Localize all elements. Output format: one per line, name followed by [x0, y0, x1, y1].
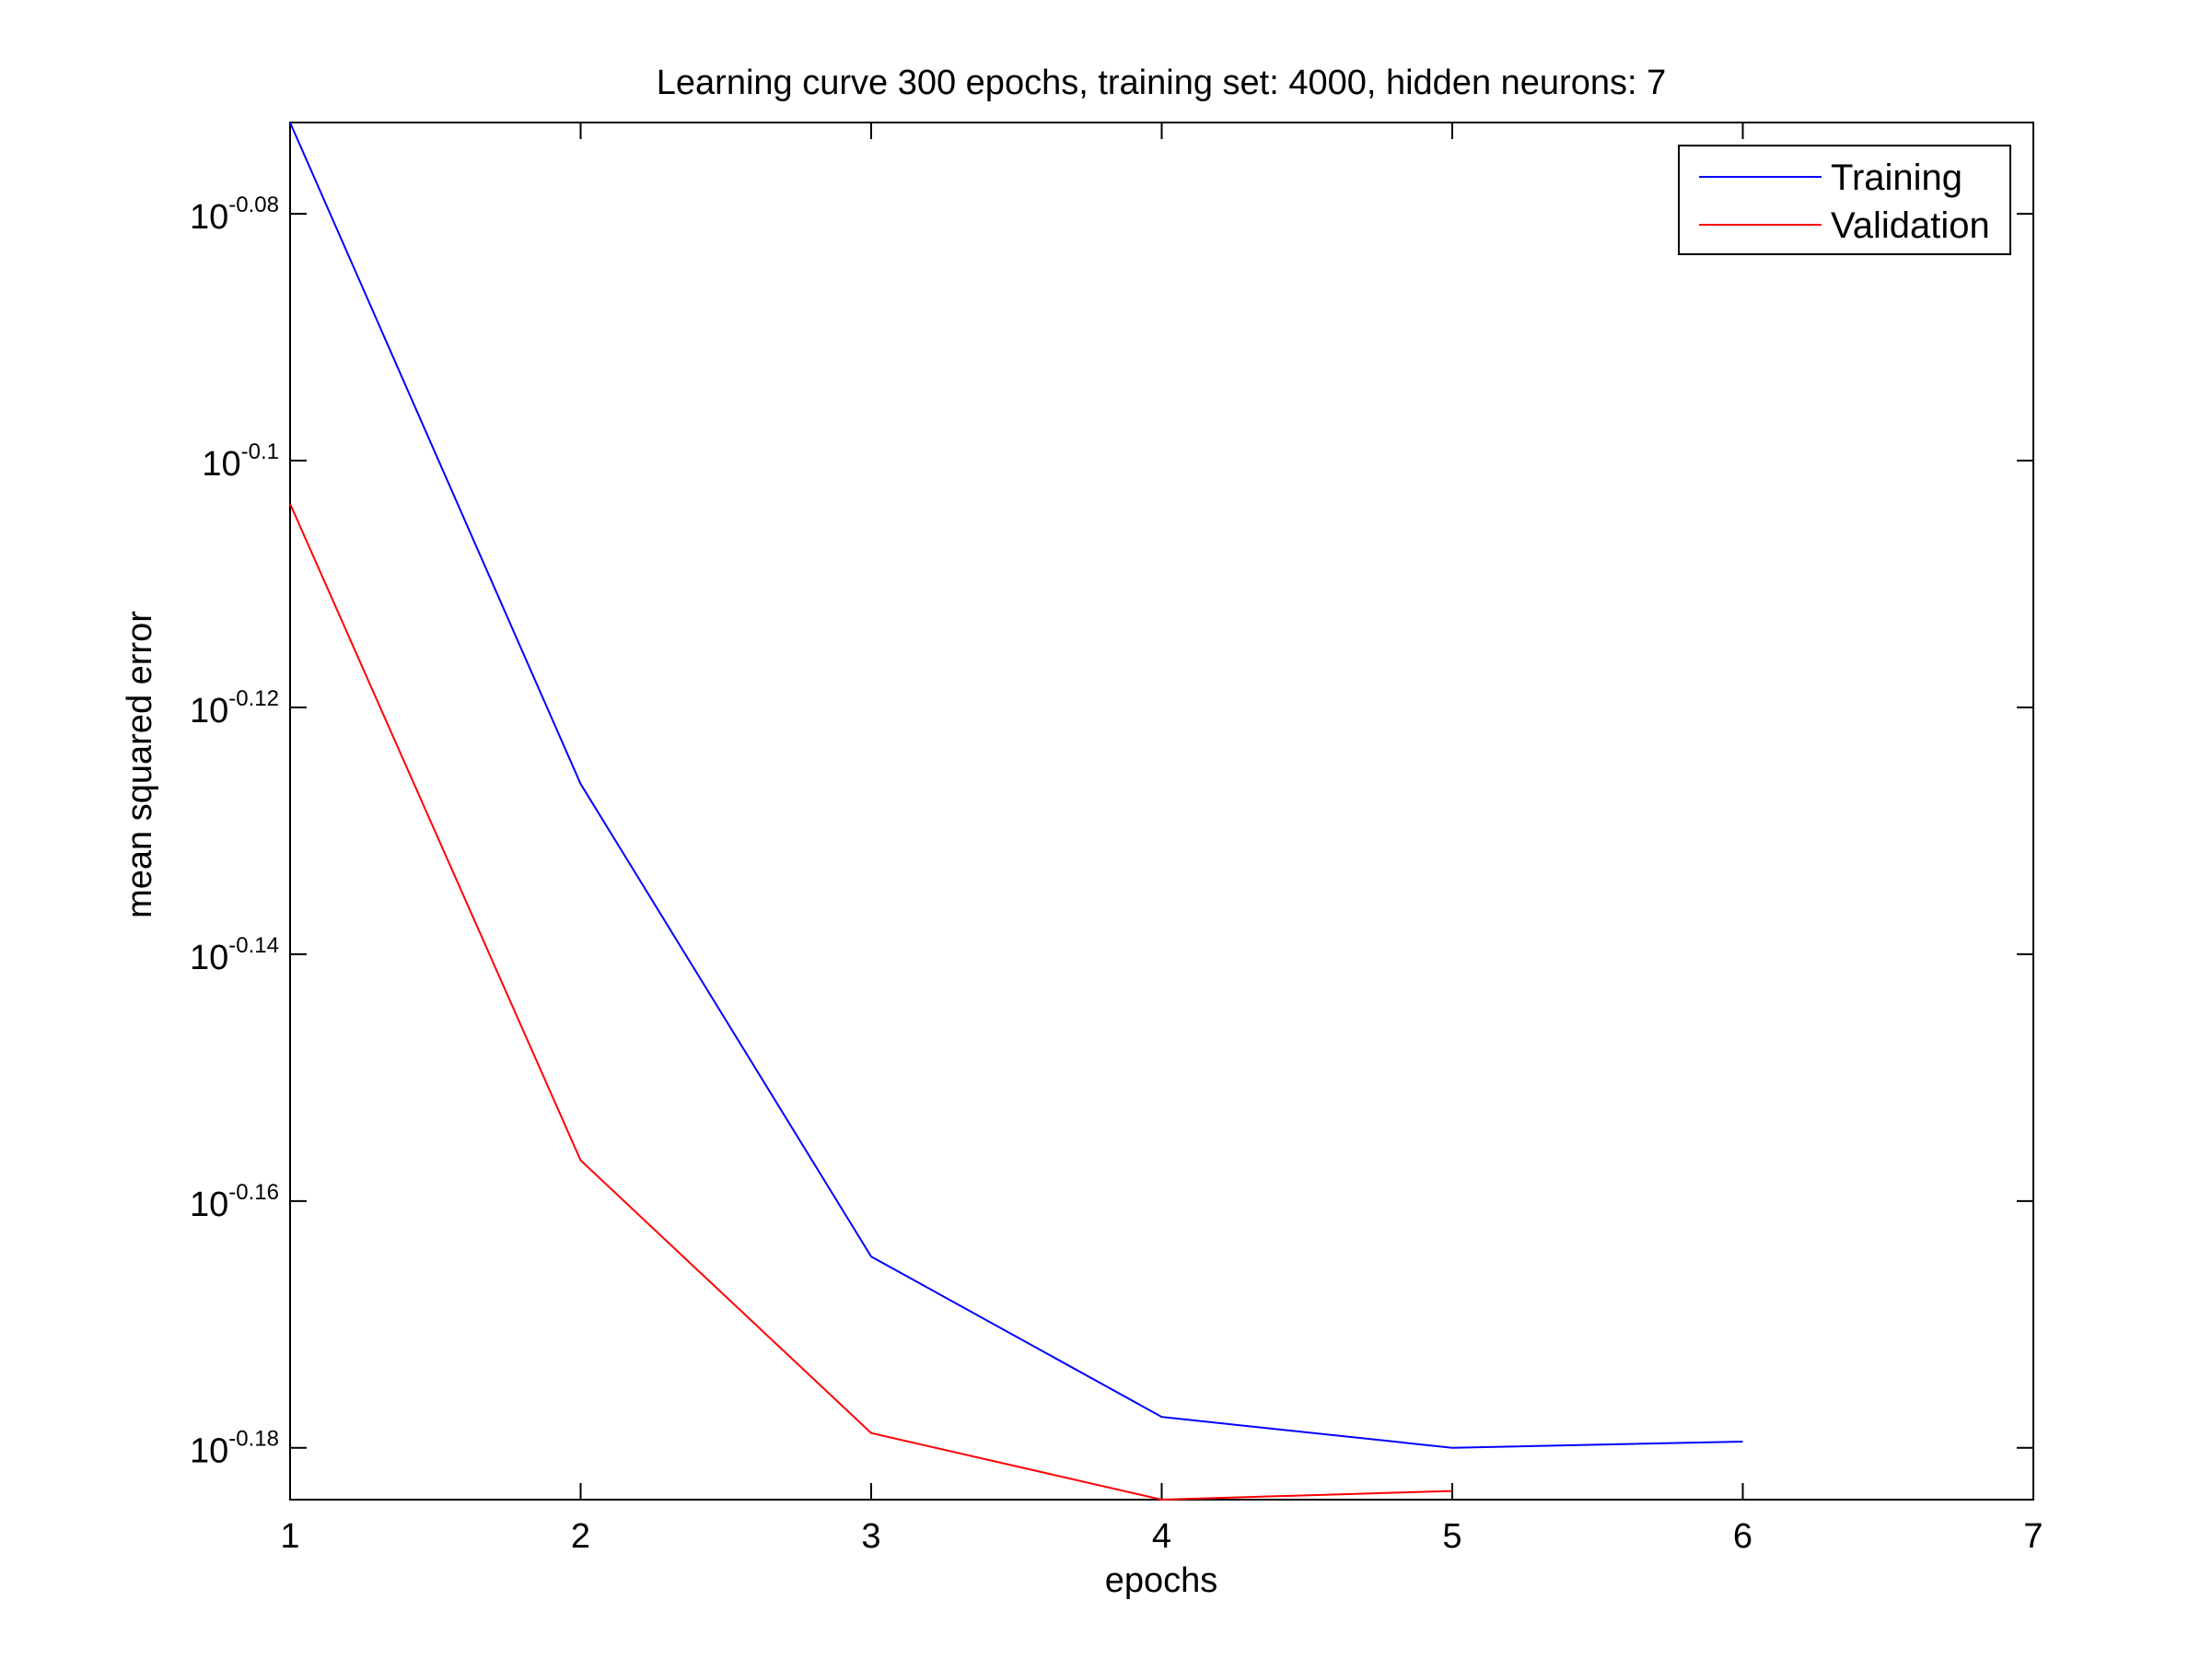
chart-title: Learning curve 300 epochs, training set:… [657, 64, 1666, 102]
legend-box [1678, 145, 2011, 255]
legend-label-validation: Validation [1831, 205, 1990, 246]
y-tick-label: 10-0.14 [190, 933, 279, 977]
x-tick-label: 6 [1733, 1517, 1752, 1556]
series-line-training [289, 122, 1743, 1449]
y-tick-label: 10-0.12 [190, 686, 279, 730]
x-tick-label: 1 [280, 1517, 299, 1556]
legend-label-training: Training [1831, 158, 1962, 198]
x-tick-label: 5 [1442, 1517, 1461, 1556]
y-tick-label: 10-0.08 [190, 193, 279, 237]
x-axis-label: epochs [1105, 1561, 1218, 1600]
x-tick-label: 2 [571, 1517, 590, 1556]
y-tick-label: 10-0.18 [190, 1427, 279, 1471]
x-tick-label: 3 [861, 1517, 880, 1556]
plot-area: 1 2 3 4 5 6 7 10-0.08 10-0.1 10-0.12 10-0.14 10-0.1… [190, 122, 2043, 1556]
y-tick-label: 10-0.16 [190, 1180, 279, 1224]
legend: Training Validation [1678, 145, 2011, 255]
x-tick-label: 7 [2023, 1517, 2043, 1556]
y-axis-label: mean squared error [121, 611, 159, 918]
y-tick-label: 10-0.1 [202, 439, 279, 484]
x-tick-label: 4 [1152, 1517, 1171, 1556]
series-line-validation [289, 503, 1453, 1501]
